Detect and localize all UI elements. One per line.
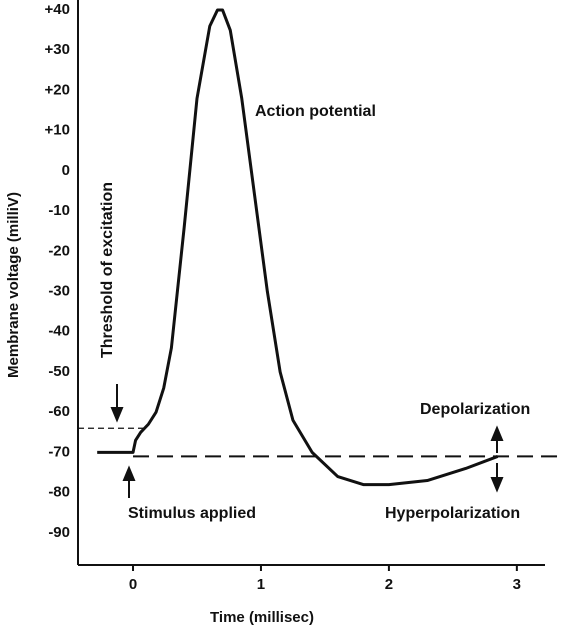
arrows — [110, 384, 504, 498]
x-axis-label: Time (millisec) — [210, 609, 314, 626]
y-tick-label: -20 — [48, 242, 70, 259]
x-tick-label: 3 — [513, 576, 521, 593]
y-tick-label: -80 — [48, 484, 70, 501]
y-tick-label: 0 — [62, 162, 70, 179]
y-axis-label: Membrane voltage (milliV) — [5, 192, 22, 378]
y-tick-label: +40 — [45, 1, 70, 18]
y-tick-label: -10 — [48, 202, 70, 219]
annotation: Action potential — [255, 103, 376, 120]
annotation: Threshold of excitation — [99, 182, 116, 358]
y-tick-label: +20 — [45, 81, 70, 98]
arrow-head — [122, 465, 136, 481]
annotation: Depolarization — [420, 401, 530, 418]
line-series — [97, 8, 499, 487]
y-tick-label: -50 — [48, 363, 70, 380]
annotation: Hyperpolarization — [385, 505, 520, 522]
annotation: Stimulus applied — [128, 505, 256, 522]
y-tick-label: -30 — [48, 283, 70, 300]
y-tick-label: +30 — [45, 41, 70, 58]
y-tick-label: +10 — [45, 122, 70, 139]
x-tick-label: 0 — [129, 576, 137, 593]
y-tick-label: -40 — [48, 323, 70, 340]
arrow-head — [110, 407, 124, 423]
y-tick-label: -70 — [48, 443, 70, 460]
arrow-head — [490, 425, 504, 441]
x-tick-label: 2 — [385, 576, 393, 593]
y-tick-label: -90 — [48, 524, 70, 541]
arrow-head — [490, 477, 504, 493]
y-tick-label: -60 — [48, 403, 70, 420]
x-tick-label: 1 — [257, 576, 265, 593]
